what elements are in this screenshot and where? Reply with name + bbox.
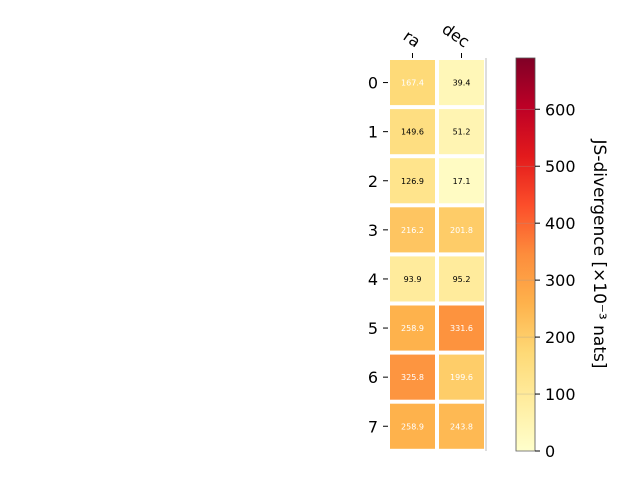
colorbar: [515, 57, 536, 452]
heatmap-cell: [437, 352, 486, 402]
heatmap-cell: [388, 303, 437, 353]
heatmap-cells: 167.4 39.4 149.6 51.2 126.9 17.1 216.2 201.8 93.…: [388, 58, 486, 451]
heatmap-cell: [388, 107, 437, 157]
colorbar-ticks: 0 100 200 300 400 500 600: [516, 100, 576, 461]
heatmap-cell: [437, 205, 486, 255]
cell-value-label: 51.2: [453, 128, 471, 137]
column-tick-label: dec: [439, 19, 473, 51]
heatmap-cell: [437, 156, 486, 206]
heatmap-cell: [437, 401, 486, 451]
row-tick-label: 2: [368, 172, 378, 191]
column-tick-labels: ra dec: [400, 19, 473, 58]
cell-value-label: 17.1: [453, 177, 471, 186]
row-tick-label: 4: [368, 270, 378, 289]
colorbar-tick-label: 200: [545, 328, 576, 347]
heatmap-cell: [437, 107, 486, 157]
cell-value-label: 95.2: [453, 275, 471, 284]
colorbar-tick-label: 0: [545, 442, 555, 461]
heatmap-cell: [437, 58, 486, 108]
heatmap-cell: [388, 156, 437, 206]
column-tick-label: ra: [400, 26, 424, 51]
cell-value-label: 167.4: [401, 79, 424, 88]
cell-value-label: 149.6: [401, 128, 424, 137]
row-tick-label: 0: [368, 74, 378, 93]
cell-value-label: 325.8: [401, 373, 424, 382]
cell-value-label: 93.9: [404, 275, 422, 284]
row-tick-label: 7: [368, 417, 378, 436]
heatmap-cell: [388, 205, 437, 255]
row-tick-label: 1: [368, 123, 378, 142]
colorbar-tick-label: 600: [545, 100, 576, 119]
cell-value-label: 39.4: [453, 79, 471, 88]
cell-value-label: 201.8: [450, 226, 473, 235]
row-tick-labels: 0 1 2 3 4 5 6 7: [368, 74, 388, 436]
heatmap-cell: [437, 254, 486, 304]
cell-value-label: 216.2: [401, 226, 424, 235]
row-tick-label: 5: [368, 319, 378, 338]
cell-value-label: 243.8: [450, 422, 473, 431]
colorbar-tick-label: 300: [545, 271, 576, 290]
cell-value-label: 126.9: [401, 177, 424, 186]
heatmap-cell: [388, 254, 437, 304]
cell-value-label: 258.9: [401, 324, 424, 333]
colorbar-tick-label: 100: [545, 385, 576, 404]
row-tick-label: 3: [368, 221, 378, 240]
cell-value-label: 199.6: [450, 373, 473, 382]
heatmap-cell: [388, 58, 437, 108]
row-tick-label: 6: [368, 368, 378, 387]
heatmap-cell: [437, 303, 486, 353]
heatmap-cell: [388, 352, 437, 402]
cell-value-label: 258.9: [401, 422, 424, 431]
cell-value-label: 331.6: [450, 324, 473, 333]
colorbar-tick-label: 500: [545, 157, 576, 176]
colorbar-tick-label: 400: [545, 214, 576, 233]
colorbar-label: JS-divergence [×10⁻³ nats]: [589, 139, 609, 369]
heatmap-cell: [388, 401, 437, 451]
